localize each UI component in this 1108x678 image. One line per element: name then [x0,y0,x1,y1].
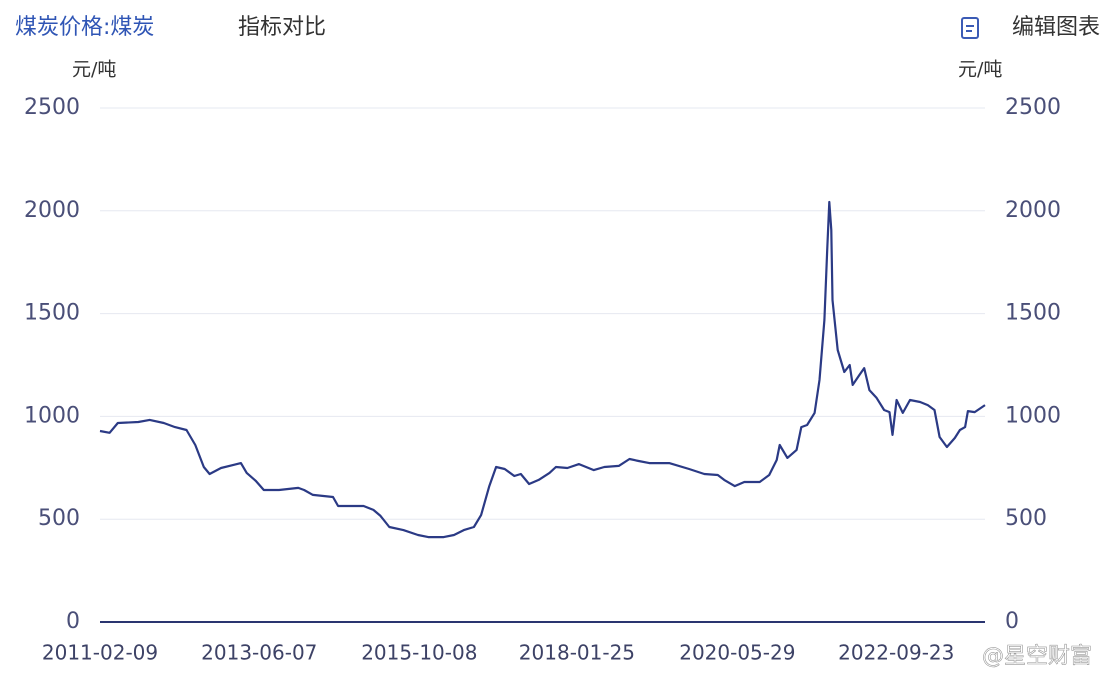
y-tick-label: 1500 [24,301,80,326]
y2-tick-label: 2500 [1005,95,1061,120]
y2-tick-label: 2000 [1005,198,1061,223]
tab[interactable]: 指标对比 [238,15,326,40]
y2-tick-label: 0 [1005,609,1019,634]
x-tick-label: 2018-01-25 [519,641,635,665]
edit-icon[interactable] [961,17,979,39]
edit-button[interactable]: 编辑图表 [1012,15,1100,40]
y2-unit: 元/吨 [958,59,1002,81]
tab-active[interactable]: 煤炭价格:煤炭 [15,15,154,40]
y-tick-label: 0 [66,609,80,634]
y-unit: 元/吨 [72,59,116,81]
x-tick-label: 2013-06-07 [201,641,317,665]
x-tick-label: 2011-02-09 [42,641,158,665]
y2-tick-label: 1500 [1005,301,1061,326]
edit-icon-frame [961,17,979,39]
y-tick-label: 500 [38,506,80,531]
y-tick-label: 1000 [24,403,80,428]
line [99,200,986,539]
x-tick-label: 2015-10-08 [361,641,477,665]
y-tick-label: 2000 [24,198,80,223]
watermark: @星空财富 [982,644,1092,669]
y2-tick-label: 500 [1005,506,1047,531]
y2-tick-label: 1000 [1005,403,1061,428]
x-tick-label: 2020-05-29 [679,641,795,665]
x-tick-label: 2022-09-23 [838,641,954,665]
y-tick-label: 2500 [24,95,80,120]
